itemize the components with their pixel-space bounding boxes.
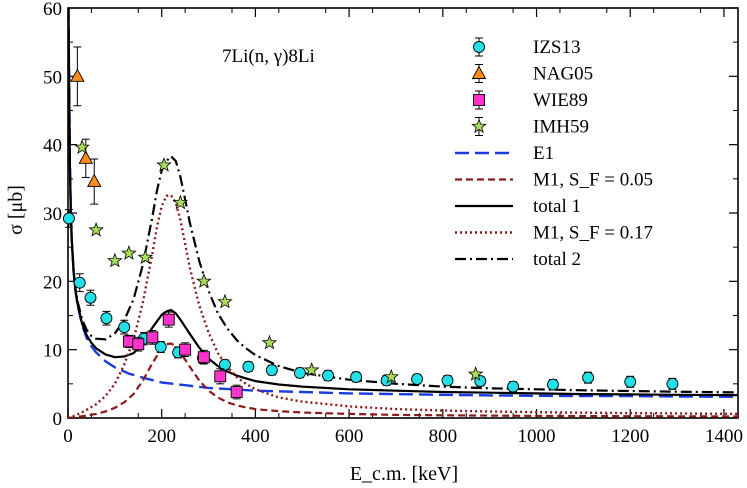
izs13-point bbox=[84, 291, 97, 304]
imh59-point bbox=[172, 194, 189, 210]
izs13-point bbox=[624, 375, 637, 388]
legend-entry: M1, S_F = 0.05 bbox=[455, 170, 653, 191]
imh59-point bbox=[121, 245, 137, 260]
plot-axes: 0 200 400 600 800 1000 1200 1400 0 10 20 30 40 50 60 bbox=[43, 0, 743, 447]
izs13-point bbox=[100, 312, 113, 325]
y-tick-label: 60 bbox=[43, 0, 62, 20]
legend-label: total 1 bbox=[533, 196, 581, 217]
imh59-point bbox=[88, 221, 104, 237]
reaction-annotation: 7Li(n, γ)8Li bbox=[222, 46, 315, 67]
legend-label: NAG05 bbox=[533, 64, 593, 85]
imh59-point bbox=[156, 157, 172, 172]
izs13-point bbox=[546, 378, 559, 391]
izs13-point bbox=[73, 276, 86, 289]
legend-entry: total 2 bbox=[455, 249, 581, 270]
legend-marker bbox=[473, 94, 485, 106]
x-tick-label: 600 bbox=[335, 426, 364, 447]
x-tick-label: 800 bbox=[429, 426, 458, 447]
legend-entry: IMH59 bbox=[471, 117, 589, 138]
curve-total-2 bbox=[68, 8, 738, 394]
y-tick-label: 30 bbox=[43, 204, 62, 225]
imh59-point bbox=[383, 368, 399, 384]
y-tick-label: 0 bbox=[53, 409, 63, 430]
izs13-point bbox=[582, 371, 595, 384]
izs13-point bbox=[507, 380, 520, 393]
izs13-point bbox=[219, 358, 231, 371]
legend-entry: WIE89 bbox=[473, 90, 588, 111]
data-points bbox=[62, 46, 679, 400]
imh59-point bbox=[303, 362, 320, 377]
legend-entry: IZS13 bbox=[473, 37, 581, 58]
imh59-point bbox=[196, 273, 212, 288]
legend-label: WIE89 bbox=[533, 90, 588, 111]
izs13-point bbox=[118, 321, 131, 334]
legend-entry: total 1 bbox=[455, 196, 581, 217]
curve-m1-s-f-0-17 bbox=[68, 194, 738, 418]
legend-entry: E1 bbox=[455, 143, 554, 164]
legend-label: IMH59 bbox=[533, 117, 589, 138]
wie89-point bbox=[132, 338, 145, 351]
izs13-point bbox=[293, 366, 306, 379]
curve-m1-s-f-0-05 bbox=[68, 342, 738, 418]
wie89-point bbox=[179, 343, 192, 356]
y-tick-label: 20 bbox=[43, 272, 62, 293]
legend-marker bbox=[473, 41, 485, 53]
izs13-point bbox=[265, 364, 278, 377]
legend-label: E1 bbox=[533, 143, 554, 164]
x-tick-label: 0 bbox=[63, 426, 73, 447]
izs13-point bbox=[666, 377, 679, 390]
legend-marker bbox=[471, 118, 487, 134]
legend-label: total 2 bbox=[533, 249, 581, 270]
imh59-point bbox=[261, 334, 278, 350]
wie89-point bbox=[162, 313, 175, 326]
izs13-point bbox=[441, 374, 454, 387]
y-tick-label: 40 bbox=[43, 136, 62, 157]
imh59-point bbox=[217, 293, 233, 309]
legend-entry: M1, S_F = 0.17 bbox=[455, 223, 653, 244]
izs13-point bbox=[242, 360, 255, 373]
y-tick-label: 10 bbox=[43, 341, 62, 362]
legend: IZS13 NAG05 WIE89 IMH59 E1 M1, S_F = 0.05 tota… bbox=[455, 37, 653, 270]
imh59-point bbox=[137, 249, 154, 265]
wie89-point bbox=[197, 351, 210, 364]
y-axis-label: σ [μb] bbox=[5, 185, 27, 235]
wie89-point bbox=[214, 370, 227, 383]
plot-frame bbox=[67, 7, 739, 419]
x-axis-label: E_c.m. [keV] bbox=[350, 463, 458, 485]
legend-label: M1, S_F = 0.17 bbox=[533, 223, 653, 244]
legend-marker bbox=[471, 65, 487, 79]
y-tick-label: 50 bbox=[43, 67, 62, 88]
nag05-point bbox=[86, 173, 102, 188]
curve-e1 bbox=[68, 8, 738, 398]
curve-total-1 bbox=[68, 8, 738, 397]
imh59-point bbox=[107, 252, 123, 268]
nag05-point bbox=[78, 150, 94, 164]
x-tick-label: 200 bbox=[147, 426, 176, 447]
legend-entry: NAG05 bbox=[471, 64, 593, 85]
wie89-point bbox=[230, 386, 243, 398]
legend-label: IZS13 bbox=[533, 37, 581, 58]
izs13-point bbox=[322, 369, 334, 382]
wie89-point bbox=[146, 331, 159, 344]
x-tick-label: 1000 bbox=[518, 426, 556, 447]
nag05-point bbox=[70, 68, 85, 82]
izs13-point bbox=[411, 373, 424, 385]
model-curves bbox=[68, 8, 738, 418]
x-tick-label: 1400 bbox=[705, 426, 743, 447]
izs13-point bbox=[154, 340, 167, 353]
legend-label: M1, S_F = 0.05 bbox=[533, 170, 653, 191]
imh59-point bbox=[74, 139, 90, 155]
x-tick-label: 1200 bbox=[611, 426, 649, 447]
izs13-point bbox=[62, 212, 75, 225]
imh59-point bbox=[467, 366, 484, 381]
x-tick-label: 400 bbox=[241, 426, 270, 447]
izs13-point bbox=[350, 371, 363, 383]
